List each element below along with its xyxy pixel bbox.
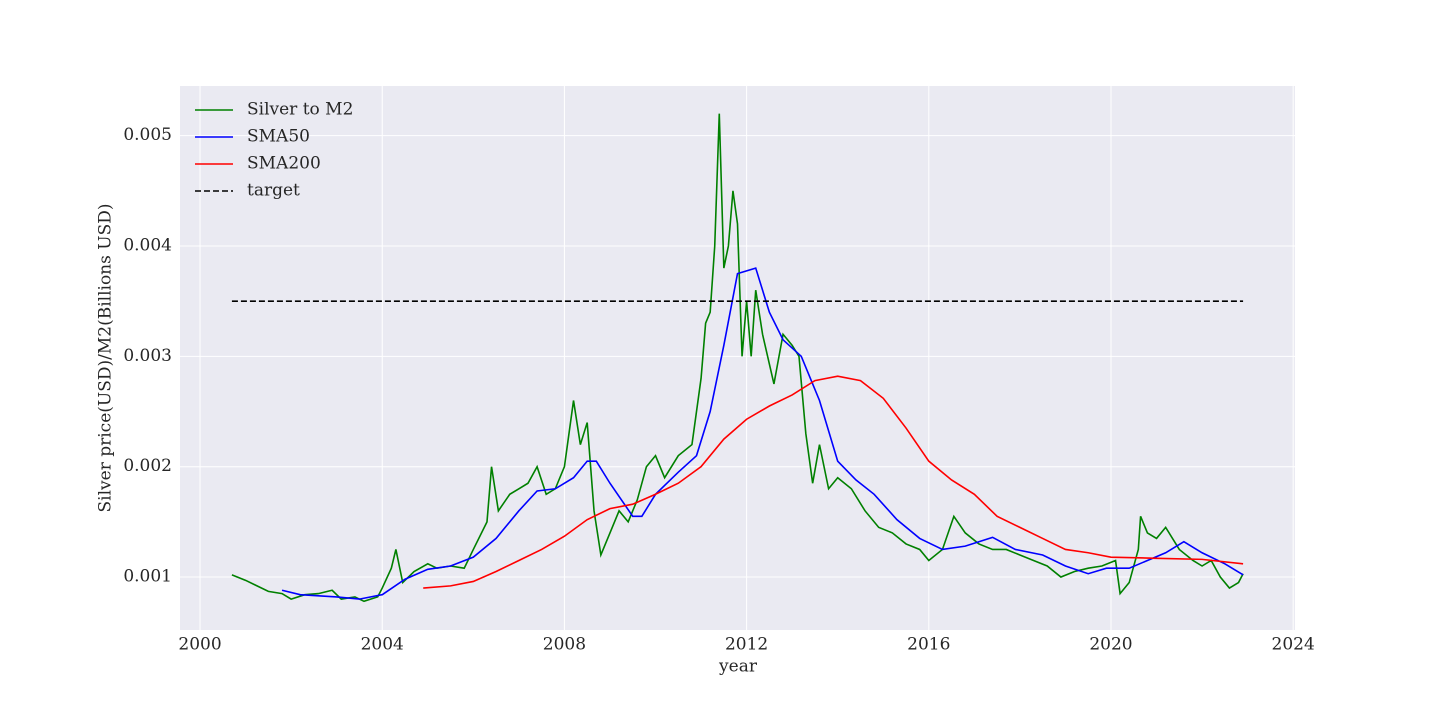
- y-tick-label: 0.004: [123, 236, 172, 256]
- legend: Silver to M2 SMA50 SMA200 target: [195, 100, 353, 201]
- y-axis-label: Silver price(USD)/M2(Billions USD): [96, 204, 116, 513]
- grid: [180, 86, 1295, 630]
- y-tick-label: 0.003: [123, 346, 172, 366]
- x-tick-label: 2004: [361, 635, 404, 655]
- y-tick-label: 0.001: [123, 567, 172, 587]
- series-line: [231, 113, 1244, 603]
- x-tick-label: 2000: [178, 635, 221, 655]
- legend-label: target: [247, 181, 300, 201]
- lines: [231, 113, 1244, 603]
- x-tick-label: 2016: [907, 635, 950, 655]
- legend-label: SMA50: [247, 127, 310, 147]
- legend-label: SMA200: [247, 154, 321, 174]
- series-line: [423, 375, 1244, 589]
- x-tick-label: 2008: [543, 635, 586, 655]
- series-line: [281, 267, 1244, 600]
- x-tick-label: 2020: [1089, 635, 1132, 655]
- legend-label: Silver to M2: [247, 100, 353, 120]
- plot-area: [180, 86, 1295, 630]
- y-tick-label: 0.002: [123, 456, 172, 476]
- x-tick-label: 2012: [725, 635, 768, 655]
- x-axis-label: year: [718, 657, 758, 677]
- y-tick-label: 0.005: [123, 125, 172, 145]
- x-tick-label: 2024: [1272, 635, 1315, 655]
